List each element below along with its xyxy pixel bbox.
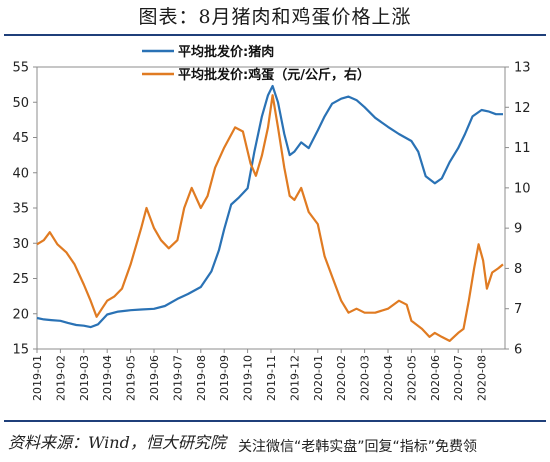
x-tick-label: 2020-08 (476, 355, 489, 401)
y-left-tick-label: 50 (12, 96, 29, 111)
series-line-pork (36, 84, 503, 329)
y-left-tick-label: 40 (12, 166, 29, 181)
x-tick-label: 2020-07 (452, 355, 465, 401)
x-tick-label: 2020-01 (312, 355, 325, 401)
y-left-tick-label: 55 (12, 61, 29, 76)
x-tick-label: 2019-02 (54, 355, 67, 401)
y-left-tick-label: 20 (12, 307, 29, 322)
series-line-egg (36, 94, 504, 342)
y-left-tick-label: 15 (12, 343, 29, 358)
legend-label-egg: 平均批发价:鸡蛋（元/公斤，右） (178, 67, 370, 83)
x-tick-label: 2019-10 (242, 355, 255, 401)
chart-axes: 15 20 25 30 35 40 45 50 55 6 7 8 9 10 11 12 13 2019-01 201… (12, 61, 530, 401)
x-tick-label: 2020-06 (429, 355, 442, 401)
x-tick-label: 2019-06 (148, 355, 161, 401)
watermark-text: 关注微信“老韩实盘”回复“指标”免费领 (238, 436, 478, 456)
chart-series (36, 84, 504, 342)
y-right-tick-label: 9 (514, 222, 522, 237)
y-left-tick-label: 30 (12, 237, 29, 252)
y-right-tick-label: 13 (514, 61, 531, 76)
x-tick-label: 2019-09 (218, 355, 231, 401)
y-right-tick-label: 6 (514, 343, 522, 358)
x-tick-label: 2019-04 (101, 355, 114, 401)
x-tick-label: 2019-07 (171, 355, 184, 401)
chart-legend: 平均批发价:猪肉 平均批发价:鸡蛋（元/公斤，右） (142, 44, 370, 83)
y-right-tick-label: 12 (514, 101, 531, 116)
x-tick-label: 2019-05 (125, 355, 138, 401)
source-note: 资料来源：Wind，恒大研究院 (8, 433, 226, 452)
x-tick-label: 2019-01 (31, 355, 44, 401)
title-divider (4, 34, 546, 36)
x-tick-label: 2020-05 (405, 355, 418, 401)
y-right-tick-label: 7 (514, 302, 522, 317)
x-tick-label: 2020-02 (335, 355, 348, 401)
y-left-tick-label: 35 (12, 202, 29, 217)
y-right-tick-label: 11 (514, 141, 531, 156)
x-tick-label: 2020-04 (382, 355, 395, 401)
y-right-tick-label: 10 (514, 181, 531, 196)
legend-label-pork: 平均批发价:猪肉 (178, 44, 274, 60)
y-left-tick-label: 45 (12, 131, 29, 146)
footer-divider (4, 420, 546, 422)
x-tick-label: 2019-03 (78, 355, 91, 401)
chart-title: 图表：8月猪肉和鸡蛋价格上涨 (138, 6, 412, 28)
x-tick-label: 2019-12 (288, 355, 301, 401)
x-tick-label: 2019-08 (195, 355, 208, 401)
x-tick-label: 2020-03 (359, 355, 372, 401)
x-tick-label: 2019-11 (265, 355, 278, 401)
y-right-tick-label: 8 (514, 262, 522, 277)
y-left-tick-label: 25 (12, 272, 29, 287)
